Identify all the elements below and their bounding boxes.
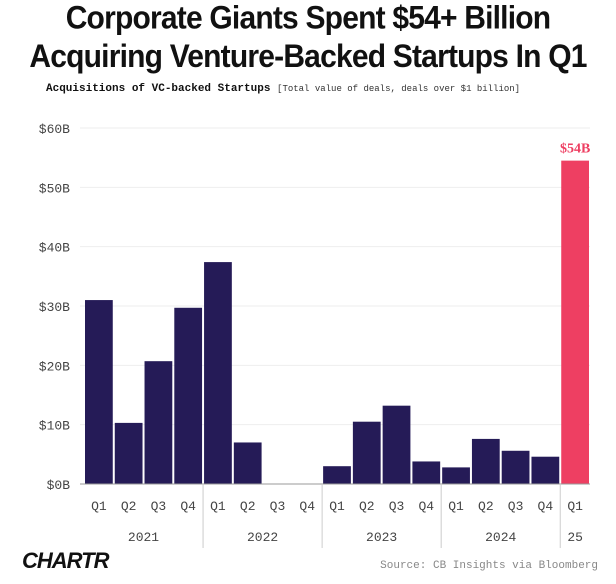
x-tick-label: Q1 bbox=[329, 499, 345, 514]
chartr-logo: CHARTR bbox=[22, 548, 109, 573]
year-group-label: 2022 bbox=[247, 530, 278, 545]
y-tick-label: $0B bbox=[47, 478, 71, 493]
x-tick-label: Q2 bbox=[240, 499, 256, 514]
x-tick-label: Q4 bbox=[299, 499, 315, 514]
bar bbox=[471, 438, 500, 484]
x-tick-label: Q1 bbox=[210, 499, 226, 514]
x-tick-label: Q3 bbox=[270, 499, 286, 514]
y-tick-label: $10B bbox=[39, 419, 70, 434]
y-tick-label: $50B bbox=[39, 181, 70, 196]
chart-subtitle: Acquisitions of VC-backed Startups [Tota… bbox=[46, 83, 520, 95]
subtitle-text: Acquisitions of VC-backed Startups bbox=[46, 83, 271, 95]
y-tick-label: $40B bbox=[39, 241, 70, 256]
bar bbox=[352, 421, 381, 484]
bar bbox=[114, 422, 143, 484]
x-tick-label: Q4 bbox=[418, 499, 434, 514]
bar bbox=[442, 467, 470, 484]
y-tick-label: $30B bbox=[39, 300, 70, 315]
y-tick-label: $60B bbox=[39, 122, 70, 137]
x-tick-label: Q4 bbox=[538, 499, 554, 514]
x-tick-label: Q1 bbox=[448, 499, 464, 514]
bar bbox=[323, 466, 351, 484]
year-group-label: 2024 bbox=[485, 530, 516, 545]
year-group-label: 25 bbox=[567, 530, 583, 545]
x-tick-label: Q2 bbox=[359, 499, 375, 514]
x-tick-label: Q3 bbox=[508, 499, 524, 514]
bar bbox=[144, 361, 173, 484]
title-line-1: Corporate Giants Spent $54+ Billion bbox=[65, 0, 551, 36]
x-tick-label: Q1 bbox=[567, 499, 583, 514]
subtitle-note: [Total value of deals, deals over $1 bil… bbox=[277, 84, 521, 94]
x-tick-label: Q3 bbox=[389, 499, 405, 514]
bar bbox=[204, 262, 232, 484]
bar bbox=[233, 442, 262, 484]
x-tick-label: Q3 bbox=[151, 499, 167, 514]
bar bbox=[174, 307, 203, 484]
chart-title: Corporate Giants Spent $54+ Billion Acqu… bbox=[0, 0, 616, 77]
x-tick-label: Q4 bbox=[180, 499, 196, 514]
bar bbox=[501, 450, 530, 484]
x-tick-label: Q2 bbox=[121, 499, 137, 514]
bar bbox=[412, 461, 441, 484]
bar bbox=[531, 456, 560, 484]
x-tick-label: Q1 bbox=[91, 499, 107, 514]
value-annotation: $54B bbox=[560, 142, 590, 157]
bar bbox=[85, 300, 113, 484]
highlight-bar bbox=[561, 160, 589, 484]
year-group-label: 2023 bbox=[366, 530, 397, 545]
bar bbox=[382, 405, 411, 484]
y-tick-label: $20B bbox=[39, 359, 70, 374]
source-note: Source: CB Insights via Bloomberg bbox=[380, 560, 598, 572]
year-group-label: 2021 bbox=[128, 530, 159, 545]
title-line-2: Acquiring Venture-Backed Startups In Q1 bbox=[29, 39, 587, 75]
x-tick-label: Q2 bbox=[478, 499, 494, 514]
